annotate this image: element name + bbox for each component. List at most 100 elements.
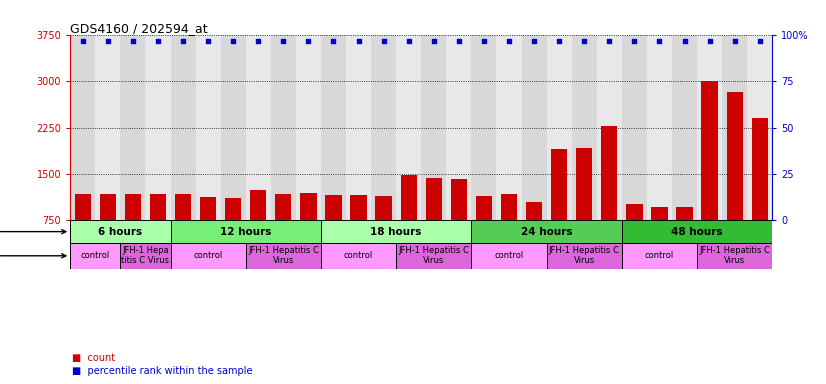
- Bar: [697, 243, 772, 269]
- Bar: [421, 35, 446, 220]
- Point: [502, 38, 515, 44]
- Bar: [647, 35, 672, 220]
- Bar: [576, 148, 592, 220]
- Text: JFH-1 Hepatitis C
Virus: JFH-1 Hepatitis C Virus: [248, 246, 319, 265]
- Text: time: time: [0, 227, 66, 237]
- Point: [703, 38, 716, 44]
- Bar: [100, 194, 116, 220]
- Bar: [401, 175, 417, 220]
- Text: JFH-1 Hepatitis C
Virus: JFH-1 Hepatitis C Virus: [700, 246, 770, 265]
- Point: [76, 38, 89, 44]
- Text: control: control: [495, 251, 524, 260]
- Point: [728, 38, 741, 44]
- Bar: [551, 149, 567, 220]
- Bar: [121, 243, 170, 269]
- Text: control: control: [645, 251, 674, 260]
- Bar: [150, 194, 166, 220]
- Point: [327, 38, 340, 44]
- Bar: [246, 35, 271, 220]
- Bar: [526, 202, 542, 220]
- Bar: [572, 35, 597, 220]
- Text: control: control: [344, 251, 373, 260]
- Bar: [271, 35, 296, 220]
- Point: [177, 38, 190, 44]
- Bar: [170, 243, 246, 269]
- Bar: [601, 126, 618, 220]
- Point: [577, 38, 591, 44]
- Bar: [246, 243, 321, 269]
- Bar: [296, 35, 321, 220]
- Bar: [325, 195, 342, 220]
- Bar: [376, 196, 392, 220]
- Bar: [752, 118, 768, 220]
- Text: control: control: [81, 251, 110, 260]
- Bar: [170, 35, 196, 220]
- Bar: [476, 196, 492, 220]
- Bar: [722, 35, 748, 220]
- Point: [628, 38, 641, 44]
- Bar: [371, 35, 396, 220]
- Bar: [396, 243, 472, 269]
- Text: infection: infection: [0, 251, 66, 261]
- Bar: [321, 243, 396, 269]
- Bar: [547, 243, 622, 269]
- Text: JFH-1 Hepatitis C
Virus: JFH-1 Hepatitis C Virus: [548, 246, 620, 265]
- Bar: [196, 35, 221, 220]
- Bar: [321, 35, 346, 220]
- Bar: [446, 35, 472, 220]
- Text: ■  count: ■ count: [72, 353, 115, 363]
- Point: [202, 38, 215, 44]
- Point: [453, 38, 466, 44]
- Point: [301, 38, 315, 44]
- Point: [151, 38, 164, 44]
- Point: [126, 38, 140, 44]
- Bar: [275, 194, 292, 220]
- Text: GDS4160 / 202594_at: GDS4160 / 202594_at: [70, 22, 208, 35]
- Bar: [145, 35, 170, 220]
- Text: 12 hours: 12 hours: [220, 227, 272, 237]
- Bar: [451, 179, 467, 220]
- Bar: [125, 194, 141, 220]
- Bar: [95, 35, 121, 220]
- Bar: [626, 204, 643, 220]
- Bar: [501, 194, 517, 220]
- Point: [553, 38, 566, 44]
- Point: [102, 38, 115, 44]
- Bar: [472, 35, 496, 220]
- Point: [277, 38, 290, 44]
- Bar: [121, 35, 145, 220]
- Text: JFH-1 Hepa
titis C Virus: JFH-1 Hepa titis C Virus: [121, 246, 169, 265]
- Point: [427, 38, 440, 44]
- Point: [252, 38, 265, 44]
- Point: [753, 38, 767, 44]
- Bar: [221, 35, 246, 220]
- Bar: [70, 35, 95, 220]
- Point: [603, 38, 616, 44]
- Bar: [597, 35, 622, 220]
- Point: [477, 38, 491, 44]
- Point: [402, 38, 415, 44]
- Bar: [170, 220, 321, 243]
- Bar: [74, 194, 91, 220]
- Text: ■  percentile rank within the sample: ■ percentile rank within the sample: [72, 366, 253, 376]
- Bar: [672, 35, 697, 220]
- Bar: [547, 35, 572, 220]
- Bar: [676, 207, 693, 220]
- Text: 18 hours: 18 hours: [371, 227, 422, 237]
- Text: 24 hours: 24 hours: [521, 227, 572, 237]
- Point: [352, 38, 365, 44]
- Bar: [175, 194, 191, 220]
- Bar: [652, 207, 667, 220]
- Bar: [521, 35, 547, 220]
- Text: 6 hours: 6 hours: [98, 227, 142, 237]
- Text: JFH-1 Hepatitis C
Virus: JFH-1 Hepatitis C Virus: [398, 246, 469, 265]
- Point: [528, 38, 541, 44]
- Bar: [701, 81, 718, 220]
- Bar: [70, 220, 170, 243]
- Bar: [225, 197, 241, 220]
- Bar: [472, 220, 622, 243]
- Bar: [622, 220, 772, 243]
- Bar: [697, 35, 722, 220]
- Bar: [250, 190, 267, 220]
- Text: 48 hours: 48 hours: [672, 227, 723, 237]
